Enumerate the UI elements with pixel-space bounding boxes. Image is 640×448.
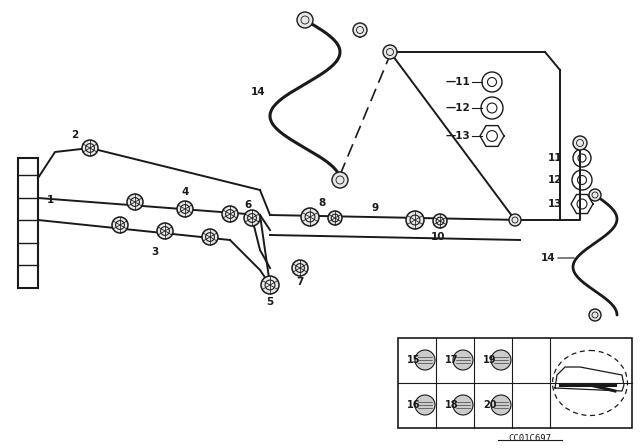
Circle shape [112,217,128,233]
Bar [18,158,38,288]
Circle shape [127,194,143,210]
Bar [398,338,632,428]
Text: 14: 14 [540,253,555,263]
Circle shape [328,211,342,225]
Circle shape [332,172,348,188]
Circle shape [453,395,473,415]
Text: 18: 18 [445,400,459,410]
Text: 4: 4 [181,187,189,197]
Text: 17: 17 [445,355,458,365]
Text: —11: —11 [445,77,470,87]
Circle shape [383,45,397,59]
Circle shape [297,12,313,28]
Circle shape [353,23,367,37]
Circle shape [453,350,473,370]
Text: 7: 7 [296,277,304,287]
Circle shape [301,208,319,226]
Circle shape [261,276,279,294]
Text: 16: 16 [407,400,420,410]
Text: 12: 12 [547,175,562,185]
Circle shape [177,201,193,217]
Text: 20: 20 [483,400,497,410]
Text: 11: 11 [547,153,562,163]
Text: 14: 14 [251,87,266,97]
Text: 10: 10 [431,232,445,242]
Circle shape [222,206,238,222]
Circle shape [491,395,511,415]
Circle shape [491,350,511,370]
Circle shape [509,214,521,226]
Circle shape [82,140,98,156]
Circle shape [244,210,260,226]
Text: 6: 6 [244,200,252,210]
Text: 13: 13 [547,199,562,209]
Text: 2: 2 [72,130,79,140]
Text: 1: 1 [46,195,54,205]
Text: —13: —13 [445,131,470,141]
Circle shape [433,214,447,228]
Circle shape [415,350,435,370]
Circle shape [292,260,308,276]
Circle shape [589,309,601,321]
Text: 5: 5 [266,297,274,307]
Circle shape [573,136,587,150]
Circle shape [406,211,424,229]
Circle shape [202,229,218,245]
Circle shape [589,189,601,201]
Text: CC01C697: CC01C697 [509,434,552,443]
Text: —12: —12 [445,103,470,113]
Circle shape [415,395,435,415]
Text: 19: 19 [483,355,497,365]
Text: 3: 3 [152,247,159,257]
Text: 9: 9 [371,203,379,213]
Circle shape [157,223,173,239]
Text: 15: 15 [407,355,420,365]
Text: 8: 8 [318,198,326,208]
